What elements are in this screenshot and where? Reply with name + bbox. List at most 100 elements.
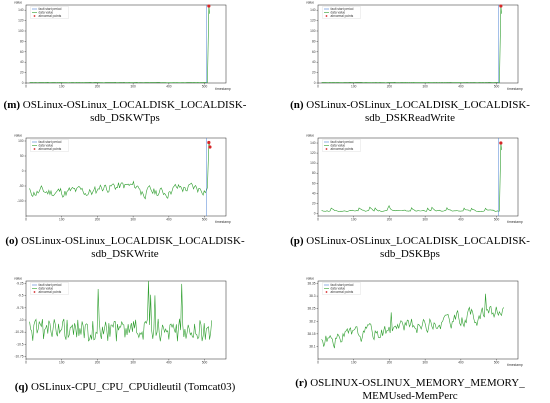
chart-svg-n: value timestamp 0 20 40 60 80 100 120 140 0 100 200 3… [306, 1, 523, 92]
y-axis-label: value [14, 277, 22, 281]
chart-svg-o: value timestamp -100 -50 0 50 100 0 100 200 300 400… [14, 134, 231, 225]
y-tick-label: -50 [19, 184, 24, 188]
y-tick-label: 40 [20, 60, 24, 64]
y-tick-label: 60 [20, 50, 24, 54]
series-line [321, 142, 502, 212]
caption-o-letter: (o) [5, 235, 19, 247]
caption-r-text: OSLINUX-OSLINUX_MEMORY_MEMORY_ MEMUsed-M… [310, 377, 525, 402]
x-tick-label: 100 [59, 361, 65, 365]
legend-label-data: data value [39, 144, 54, 148]
legend-swatch-abnormal [33, 291, 36, 293]
x-tick-label: 300 [130, 85, 136, 89]
chart-panel-p: value timestamp 0 20 40 60 80 100 120 140 0 100 200 3… [296, 133, 526, 228]
x-axis-label: timestamp [507, 220, 523, 224]
series-line [29, 280, 213, 342]
chart-svg-m: value timestamp 0 20 40 60 80 100 120 140 0 100 200 3… [14, 1, 231, 92]
x-tick-label: 400 [166, 85, 172, 89]
y-tick-label: 40 [312, 191, 316, 195]
legend-box [322, 6, 361, 19]
abnormal-point [499, 141, 503, 145]
legend-box [30, 139, 69, 152]
legend-label-abnormal: abnormal points [331, 147, 354, 151]
x-tick-label: 400 [458, 218, 464, 222]
abnormal-point [208, 145, 212, 149]
y-tick-label: 0 [22, 169, 24, 173]
legend-label-data: data value [331, 144, 346, 148]
x-tick-label: 100 [351, 218, 357, 222]
x-tick-label: 0 [25, 361, 27, 365]
caption-n: (n) OSLinux-OSLinux_LOCALDISK_LOCALDISK-… [285, 99, 535, 125]
caption-m-letter: (m) [3, 99, 21, 111]
x-tick-label: 100 [351, 85, 357, 89]
y-tick-label: 38.1 [309, 344, 315, 348]
y-tick-label: 0 [22, 81, 24, 85]
x-axis-label: timestamp [215, 220, 231, 224]
legend-label-fault: fault start period [331, 283, 354, 287]
caption-q: (q) OSLinux-CPU_CPU_CPUidleutil (Tomcat0… [0, 381, 250, 394]
x-tick-label: 200 [95, 218, 101, 222]
caption-q-letter: (q) [14, 381, 29, 393]
y-tick-label: 140 [18, 8, 24, 12]
x-tick-label: 100 [351, 361, 357, 365]
x-tick-label: 500 [202, 361, 208, 365]
y-tick-label: 20 [20, 71, 24, 75]
x-tick-label: 400 [458, 361, 464, 365]
y-tick-label: 38.2 [309, 319, 315, 323]
legend-swatch-abnormal [33, 15, 36, 17]
legend-label-fault: fault start period [39, 283, 62, 287]
x-tick-label: 200 [387, 361, 393, 365]
series-line [321, 6, 502, 83]
y-tick-label: -10 [19, 318, 24, 322]
y-tick-label: 100 [18, 139, 24, 143]
chart-panel-r: value timestamp 38.1 38.15 38.2 38.25 38.3 38.3… [296, 276, 526, 371]
x-tick-label: 400 [166, 218, 172, 222]
x-tick-label: 300 [422, 85, 428, 89]
y-tick-label: -10.5 [16, 342, 23, 346]
abnormal-point [207, 140, 211, 145]
x-tick-label: 0 [25, 85, 27, 89]
caption-p-letter: (p) [290, 235, 304, 247]
caption-q-text: OSLinux-CPU_CPU_CPUidleutil (Tomcat03) [30, 381, 236, 393]
legend-label-fault: fault start period [39, 140, 62, 144]
chart-panel-m: value timestamp 0 20 40 60 80 100 120 140 0 100 200 3… [4, 0, 234, 95]
y-tick-label: 100 [310, 29, 316, 33]
legend-swatch-abnormal [33, 148, 36, 150]
abnormal-point [499, 4, 503, 8]
chart-svg-q: value -10.75 -10.5 -10.25 -10 -9.75 -9.5 -9.25 0… [14, 277, 227, 365]
x-tick-label: 500 [494, 361, 500, 365]
legend-label-abnormal: abnormal points [331, 290, 354, 294]
x-tick-label: 500 [494, 218, 500, 222]
caption-o-text: OSLinux-OSLinux_LOCALDISK_LOCALDISK-sdb_… [20, 235, 245, 260]
legend-label-data: data value [331, 11, 346, 15]
legend-label-data: data value [331, 287, 346, 291]
caption-n-letter: (n) [290, 99, 304, 111]
x-tick-label: 100 [59, 85, 65, 89]
legend-label-abnormal: abnormal points [39, 147, 62, 151]
chart-panel-q: value -10.75 -10.5 -10.25 -10 -9.75 -9.5 -9.25 0… [4, 276, 234, 371]
legend-label-data: data value [39, 11, 54, 15]
y-tick-label: -100 [17, 199, 24, 203]
legend-swatch-abnormal [325, 148, 328, 150]
y-tick-label: 38.3 [309, 294, 315, 298]
y-tick-label: 120 [18, 19, 24, 23]
y-tick-label: 120 [310, 19, 316, 23]
legend-label-abnormal: abnormal points [331, 14, 354, 18]
x-tick-label: 0 [317, 218, 319, 222]
y-axis-label: value [306, 1, 314, 5]
y-axis-label: value [306, 277, 314, 281]
y-tick-label: -9.25 [16, 281, 23, 285]
x-tick-label: 400 [166, 361, 172, 365]
y-tick-label: 80 [312, 39, 316, 43]
x-tick-label: 500 [202, 85, 208, 89]
caption-n-text: OSLinux-OSLinux_LOCALDISK_LOCALDISK-sdb_… [306, 99, 530, 124]
legend-label-fault: fault start period [331, 140, 354, 144]
y-tick-label: 0 [314, 211, 316, 215]
legend-swatch-abnormal [325, 291, 328, 293]
y-tick-label: 38.15 [308, 332, 316, 336]
x-tick-label: 300 [130, 218, 136, 222]
y-tick-label: 140 [310, 8, 316, 12]
x-tick-label: 400 [458, 85, 464, 89]
caption-o: (o) OSLinux-OSLinux_LOCALDISK_LOCALDISK-… [0, 235, 250, 261]
y-tick-label: 60 [312, 181, 316, 185]
y-tick-label: 38.35 [308, 282, 316, 286]
